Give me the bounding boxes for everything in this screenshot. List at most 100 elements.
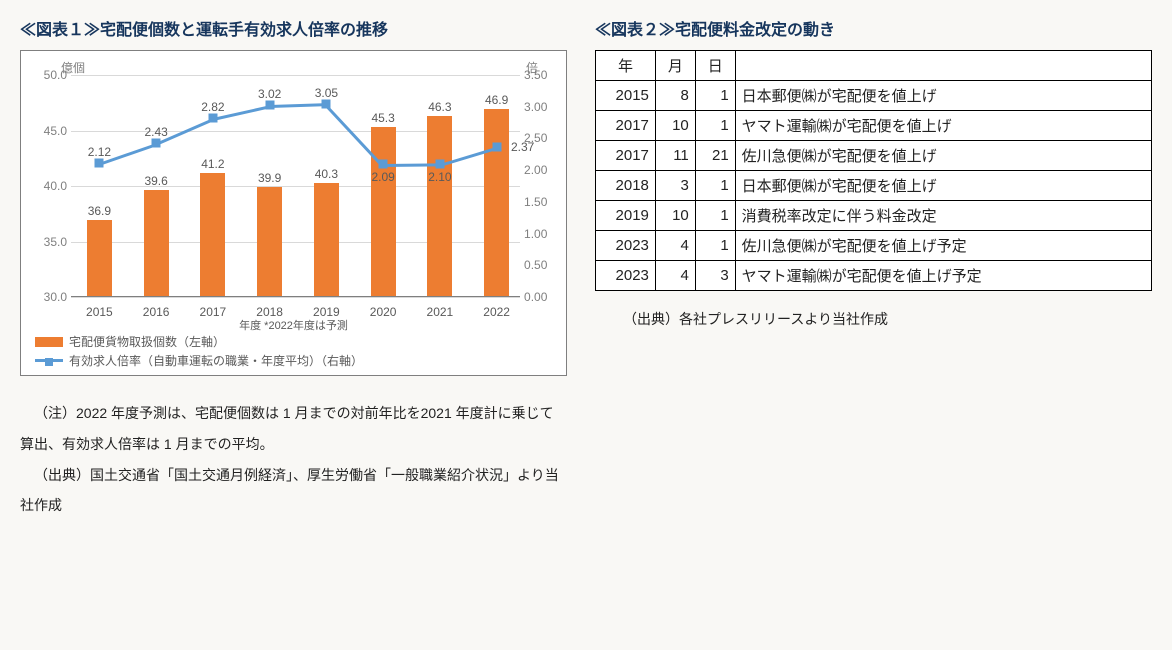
line-value-label: 2.12	[88, 145, 111, 159]
line-swatch-icon	[35, 359, 63, 362]
x-tick: 2020	[370, 305, 397, 319]
x-tick: 2017	[200, 305, 227, 319]
figure-1-note: （注）2022 年度予測は、宅配便個数は 1 月までの対前年比を2021 年度計…	[20, 398, 567, 460]
bar	[200, 173, 225, 297]
line-value-label: 2.43	[144, 125, 167, 139]
bar	[484, 109, 509, 297]
table-header: 年	[596, 51, 656, 81]
y-right-tick: 3.50	[524, 68, 558, 82]
x-axis-title: 年度 *2022年度は予測	[27, 317, 560, 333]
table-header: 日	[695, 51, 735, 81]
table-header	[735, 51, 1151, 81]
chart-frame: 億個 倍 36.939.641.239.940.345.346.346.92.1…	[20, 50, 567, 376]
bar-value-label: 46.9	[485, 93, 508, 107]
y-left-tick: 40.0	[31, 179, 67, 193]
y-right-tick: 1.50	[524, 195, 558, 209]
y-right-tick: 0.00	[524, 290, 558, 304]
figure-2: ≪図表２≫宅配便料金改定の動き 年月日201581日本郵便㈱が宅配便を値上げ20…	[595, 16, 1152, 329]
gridline	[71, 75, 520, 76]
x-tick: 2019	[313, 305, 340, 319]
line-marker	[492, 142, 501, 151]
gridline	[71, 186, 520, 187]
table-cell: 10	[655, 201, 695, 231]
legend-item-line: 有効求人倍率（自動車運転の職業・年度平均）（右軸）	[35, 352, 552, 369]
table-cell: 消費税率改定に伴う料金改定	[735, 201, 1151, 231]
figure-2-source: （出典）各社プレスリリースより当社作成	[595, 309, 1152, 329]
table-row: 202343ヤマト運輸㈱が宅配便を値上げ予定	[596, 261, 1152, 291]
table-row: 2019101消費税率改定に伴う料金改定	[596, 201, 1152, 231]
table-cell: 8	[655, 81, 695, 111]
legend-bar-label: 宅配便貨物取扱個数（左軸）	[69, 333, 225, 350]
bar	[144, 190, 169, 297]
y-right-tick: 1.00	[524, 227, 558, 241]
table-cell: 2023	[596, 231, 656, 261]
y-right-tick: 3.00	[524, 100, 558, 114]
table-cell: 日本郵便㈱が宅配便を値上げ	[735, 171, 1151, 201]
price-revision-table: 年月日201581日本郵便㈱が宅配便を値上げ2017101ヤマト運輸㈱が宅配便を…	[595, 50, 1152, 291]
line-value-label: 2.09	[371, 170, 394, 184]
line-marker	[379, 160, 388, 169]
table-cell: 1	[695, 171, 735, 201]
bar	[314, 183, 339, 297]
x-tick: 2016	[143, 305, 170, 319]
line-value-label: 3.02	[258, 87, 281, 101]
bar-value-label: 39.6	[144, 174, 167, 188]
y-left-tick: 35.0	[31, 235, 67, 249]
line-marker	[95, 158, 104, 167]
table-cell: 4	[655, 261, 695, 291]
table-cell: 4	[655, 231, 695, 261]
x-tick: 2022	[483, 305, 510, 319]
y-right-tick: 2.00	[524, 163, 558, 177]
table-cell: ヤマト運輸㈱が宅配便を値上げ予定	[735, 261, 1151, 291]
table-cell: 2017	[596, 111, 656, 141]
y-left-tick: 30.0	[31, 290, 67, 304]
figure-1: ≪図表１≫宅配便個数と運転手有効求人倍率の推移 億個 倍 36.939.641.…	[20, 16, 567, 521]
y-left-tick: 50.0	[31, 68, 67, 82]
figure-1-notes: （注）2022 年度予測は、宅配便個数は 1 月までの対前年比を2021 年度計…	[20, 398, 567, 521]
table-cell: 佐川急便㈱が宅配便を値上げ	[735, 141, 1151, 171]
line-value-label: 3.05	[315, 86, 338, 100]
table-row: 201581日本郵便㈱が宅配便を値上げ	[596, 81, 1152, 111]
x-tick: 2018	[256, 305, 283, 319]
table-cell: 1	[695, 231, 735, 261]
table-cell: 10	[655, 111, 695, 141]
table-cell: 2023	[596, 261, 656, 291]
y-right-tick: 0.50	[524, 258, 558, 272]
table-cell: 日本郵便㈱が宅配便を値上げ	[735, 81, 1151, 111]
bar	[87, 220, 112, 297]
table-cell: 2017	[596, 141, 656, 171]
legend-item-bars: 宅配便貨物取扱個数（左軸）	[35, 333, 552, 350]
gridline	[71, 297, 520, 298]
table-cell: 2019	[596, 201, 656, 231]
bar-value-label: 36.9	[88, 204, 111, 218]
figure-1-source: （出典）国土交通省「国土交通月例経済」、厚生労働省「一般職業紹介状況」より当社作…	[20, 460, 567, 522]
table-header: 月	[655, 51, 695, 81]
bar-swatch-icon	[35, 337, 63, 347]
table-cell: 11	[655, 141, 695, 171]
table-cell: 2015	[596, 81, 656, 111]
table-cell: 2018	[596, 171, 656, 201]
bar-value-label: 45.3	[371, 111, 394, 125]
bar	[257, 187, 282, 297]
figure-1-title: ≪図表１≫宅配便個数と運転手有効求人倍率の推移	[20, 16, 567, 40]
line-segment	[270, 104, 327, 109]
table-cell: 1	[695, 81, 735, 111]
combo-chart: 億個 倍 36.939.641.239.940.345.346.346.92.1…	[27, 57, 560, 327]
gridline	[71, 242, 520, 243]
x-tick: 2021	[427, 305, 454, 319]
legend-line-label: 有効求人倍率（自動車運転の職業・年度平均）（右軸）	[69, 352, 363, 369]
bar	[371, 127, 396, 297]
line-value-label: 2.10	[428, 170, 451, 184]
bar-value-label: 40.3	[315, 167, 338, 181]
table-cell: 佐川急便㈱が宅配便を値上げ予定	[735, 231, 1151, 261]
bar-value-label: 39.9	[258, 171, 281, 185]
line-value-label: 2.82	[201, 100, 224, 114]
line-marker	[322, 99, 331, 108]
plot-area: 36.939.641.239.940.345.346.346.92.122.43…	[71, 75, 520, 297]
line-marker	[435, 159, 444, 168]
table-cell: 1	[695, 201, 735, 231]
table-row: 202341佐川急便㈱が宅配便を値上げ予定	[596, 231, 1152, 261]
table-row: 20171121佐川急便㈱が宅配便を値上げ	[596, 141, 1152, 171]
figure-2-title: ≪図表２≫宅配便料金改定の動き	[595, 16, 1152, 40]
y-left-tick: 45.0	[31, 124, 67, 138]
